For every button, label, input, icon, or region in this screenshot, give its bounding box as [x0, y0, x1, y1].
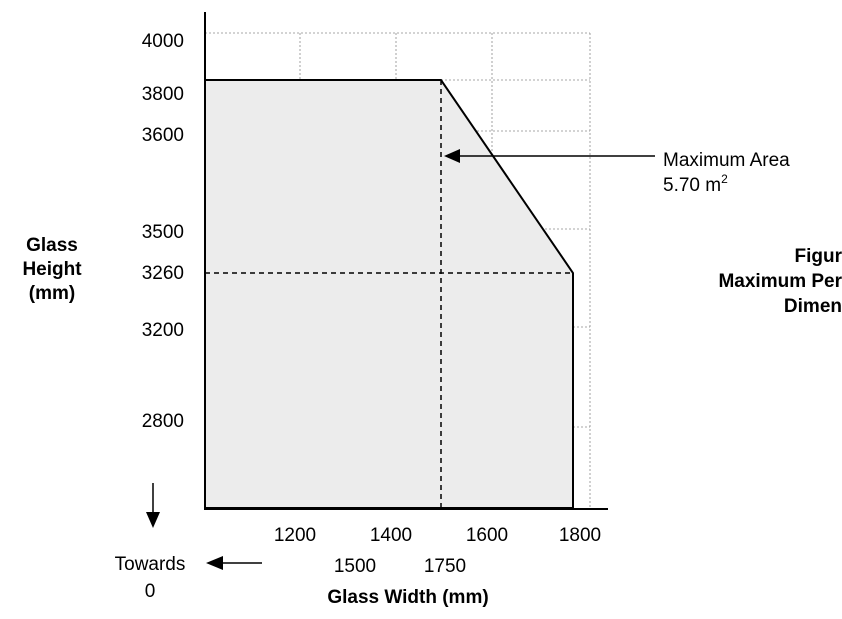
y-tick-label: 4000 [142, 31, 184, 52]
y-tick-label: 2800 [142, 411, 184, 432]
down-arrow-icon [146, 512, 160, 528]
y-tick-label: 3800 [142, 84, 184, 105]
left-arrow-icon [444, 149, 460, 163]
x-tick-label: 1200 [274, 525, 316, 546]
maximum-area-annotation: Maximum Area 5.70 m2 [444, 149, 790, 196]
y-tick-label: 3260 [142, 263, 184, 284]
figure-caption-line: Maximum Per [718, 271, 842, 292]
annotation-label: Maximum Area [663, 150, 790, 171]
y-tick-label: 3600 [142, 125, 184, 146]
x-tick-label: 1750 [424, 556, 466, 577]
annotation-value-base: 5.70 m [663, 175, 721, 196]
towards-zero-indicator: Towards 0 [115, 483, 262, 602]
x-tick-labels: 1200 1400 1600 1800 1500 1750 [274, 525, 601, 577]
zero-label: 0 [145, 581, 156, 602]
figure-caption: Figur Maximum Per Dimen [718, 246, 842, 317]
x-axis-title: Glass Width (mm) [327, 587, 488, 608]
towards-label: Towards [115, 554, 186, 575]
y-axis-title-line: (mm) [29, 283, 75, 304]
annotation-value-superscript: 2 [721, 172, 728, 186]
y-tick-labels: 4000 3800 3600 3500 3260 3200 2800 [142, 31, 184, 432]
x-tick-label: 1600 [466, 525, 508, 546]
y-tick-label: 3500 [142, 222, 184, 243]
x-tick-label: 1400 [370, 525, 412, 546]
figure-caption-line: Dimen [784, 296, 842, 317]
maximum-size-envelope [204, 79, 574, 509]
x-tick-label: 1800 [559, 525, 601, 546]
x-tick-label: 1500 [334, 556, 376, 577]
left-arrow-icon [206, 556, 223, 570]
y-axis-title-line: Height [22, 259, 82, 280]
y-tick-label: 3200 [142, 320, 184, 341]
y-axis-title: Glass Height (mm) [22, 235, 82, 304]
y-axis-title-line: Glass [26, 235, 78, 256]
figure-caption-line: Figur [795, 246, 842, 267]
annotation-value: 5.70 m2 [663, 172, 728, 196]
